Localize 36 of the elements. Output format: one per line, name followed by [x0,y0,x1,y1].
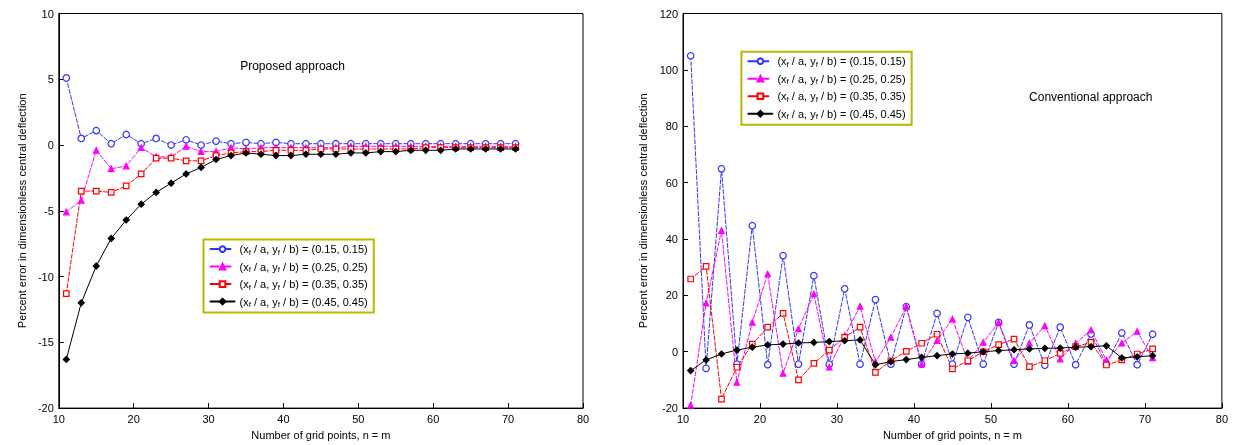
x-tick-label: 50 [352,412,365,425]
x-tick-label: 30 [202,412,215,425]
x-tick-label: 20 [753,412,767,425]
x-axis-title: Number of grid points, n = m [882,428,1022,441]
x-tick-label: 70 [501,412,515,425]
annotation: Conventional approach [1029,90,1153,105]
x-tick-label: 30 [830,412,844,425]
y-tick-label: 5 [47,73,54,86]
x-axis-title: Number of grid points, n = m [251,428,391,441]
y-tick-label: -15 [37,336,54,349]
annotation: Proposed approach [240,59,345,74]
y-axis-title: Percent error in dimensionless central deflection [637,93,650,329]
x-tick-label: 70 [1138,412,1152,425]
y-tick-label: 40 [665,232,678,245]
y-tick-label: -20 [37,402,54,415]
y-tick-label: 100 [659,63,678,76]
y-tick-label: -20 [662,402,678,415]
x-tick-label: 80 [576,412,590,425]
y-tick-label: 0 [47,139,54,152]
x-tick-label: 50 [984,412,998,425]
x-tick-label: 40 [907,412,921,425]
x-tick-label: 10 [676,412,690,425]
x-tick-label: 40 [277,412,290,425]
y-axis-title: Percent error in dimensionless central deflection [15,93,28,329]
y-tick-label: 80 [665,120,678,133]
x-tick-label: 60 [1061,412,1075,425]
y-tick-label: 120 [659,7,678,20]
y-tick-label: 60 [665,176,678,189]
y-tick-label: 0 [671,345,678,358]
x-tick-label: 60 [427,412,440,425]
x-tick-label: 20 [127,412,140,425]
y-tick-label: -10 [37,270,54,283]
y-tick-label: -5 [44,204,54,217]
x-tick-label: 80 [1215,412,1229,425]
y-tick-label: 20 [665,289,678,302]
y-tick-label: 10 [41,7,54,20]
